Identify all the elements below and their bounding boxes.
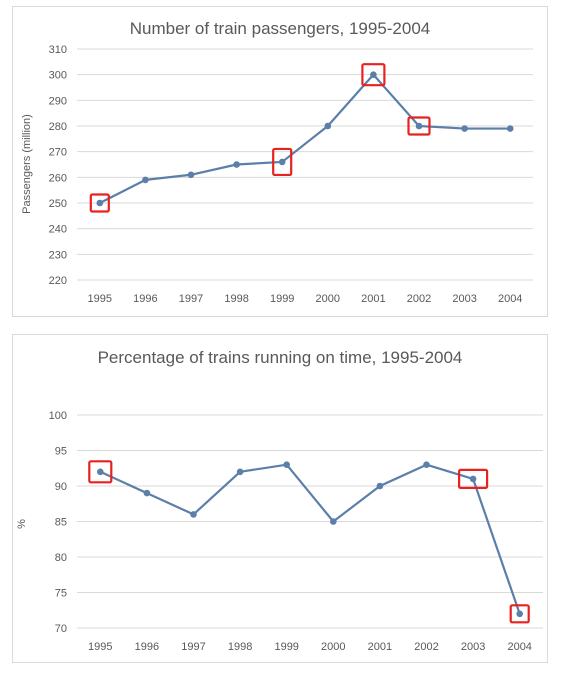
y-tick-label: 260 bbox=[49, 172, 67, 184]
x-tick-label: 1999 bbox=[270, 293, 294, 305]
data-point bbox=[278, 158, 286, 166]
x-tick-label: 1999 bbox=[274, 641, 298, 653]
highlight-box bbox=[509, 604, 530, 624]
data-point bbox=[190, 511, 197, 518]
x-tick-label: 2004 bbox=[507, 641, 531, 653]
highlight-box bbox=[361, 63, 386, 87]
y-tick-label: 230 bbox=[49, 249, 67, 261]
punctuality-chart: Percentage of trains running on time, 19… bbox=[16, 348, 543, 653]
highlight-box bbox=[89, 193, 110, 213]
y-tick-label: 70 bbox=[55, 623, 67, 635]
data-point bbox=[324, 122, 332, 130]
x-tick-label: 1996 bbox=[133, 293, 157, 305]
data-point bbox=[423, 461, 430, 468]
passengers-chart: Number of train passengers, 1995-2004 220… bbox=[21, 19, 533, 305]
x-tick-label: 1996 bbox=[135, 641, 159, 653]
x-tick-label: 2003 bbox=[452, 293, 476, 305]
data-point bbox=[97, 468, 104, 476]
series-line bbox=[99, 73, 511, 204]
x-tick-label: 2002 bbox=[407, 293, 431, 305]
x-tick-label: 2002 bbox=[414, 641, 438, 653]
y-tick-label: 220 bbox=[49, 275, 67, 287]
data-point bbox=[461, 125, 468, 132]
y-tick-label: 90 bbox=[55, 481, 67, 493]
y-tick-label: 300 bbox=[49, 70, 67, 82]
x-tick-label: 1998 bbox=[228, 641, 252, 653]
y-axis-label: Passengers (million) bbox=[21, 114, 33, 214]
y-axis-label: % bbox=[16, 519, 28, 529]
x-tick-label: 1997 bbox=[179, 293, 203, 305]
x-tick-label: 1995 bbox=[88, 293, 112, 305]
y-tick-label: 240 bbox=[49, 224, 67, 236]
data-point bbox=[370, 71, 377, 78]
data-point bbox=[187, 171, 195, 179]
x-tick-label: 2001 bbox=[361, 293, 385, 305]
data-point bbox=[376, 482, 384, 490]
data-point bbox=[469, 475, 477, 483]
punctuality-chart-panel: Percentage of trains running on time, 19… bbox=[12, 334, 548, 663]
data-point bbox=[330, 518, 337, 525]
x-tick-label: 2001 bbox=[368, 641, 392, 653]
chart-title: Percentage of trains running on time, 19… bbox=[98, 348, 463, 367]
data-point bbox=[96, 199, 104, 207]
y-tick-label: 280 bbox=[49, 121, 67, 133]
series-line bbox=[99, 463, 521, 615]
x-tick-label: 2000 bbox=[316, 293, 340, 305]
data-point bbox=[506, 125, 514, 132]
data-point bbox=[516, 610, 523, 618]
x-tick-label: 2004 bbox=[498, 293, 522, 305]
x-tick-label: 2003 bbox=[461, 641, 485, 653]
data-point bbox=[236, 468, 244, 476]
data-point bbox=[143, 489, 151, 497]
x-tick-label: 2000 bbox=[321, 641, 345, 653]
y-tick-label: 290 bbox=[49, 95, 67, 107]
y-tick-label: 80 bbox=[55, 552, 67, 564]
x-tick-label: 1998 bbox=[224, 293, 248, 305]
highlight-box bbox=[458, 468, 489, 489]
y-tick-label: 270 bbox=[49, 147, 67, 159]
data-point bbox=[415, 122, 423, 130]
highlight-box bbox=[88, 460, 113, 484]
x-tick-label: 1997 bbox=[181, 641, 205, 653]
y-tick-label: 85 bbox=[55, 517, 67, 529]
y-tick-label: 75 bbox=[55, 588, 67, 600]
chart-title: Number of train passengers, 1995-2004 bbox=[130, 19, 431, 38]
y-tick-label: 250 bbox=[49, 198, 67, 210]
data-point bbox=[233, 161, 240, 168]
x-tick-label: 1995 bbox=[88, 641, 112, 653]
data-point bbox=[283, 461, 291, 468]
y-tick-label: 100 bbox=[49, 410, 67, 422]
highlight-box bbox=[407, 116, 431, 136]
data-point bbox=[142, 176, 149, 184]
highlight-box bbox=[272, 147, 293, 177]
passengers-chart-panel: Number of train passengers, 1995-2004 220… bbox=[12, 6, 548, 317]
y-tick-label: 310 bbox=[49, 44, 67, 56]
y-tick-label: 95 bbox=[55, 446, 67, 458]
